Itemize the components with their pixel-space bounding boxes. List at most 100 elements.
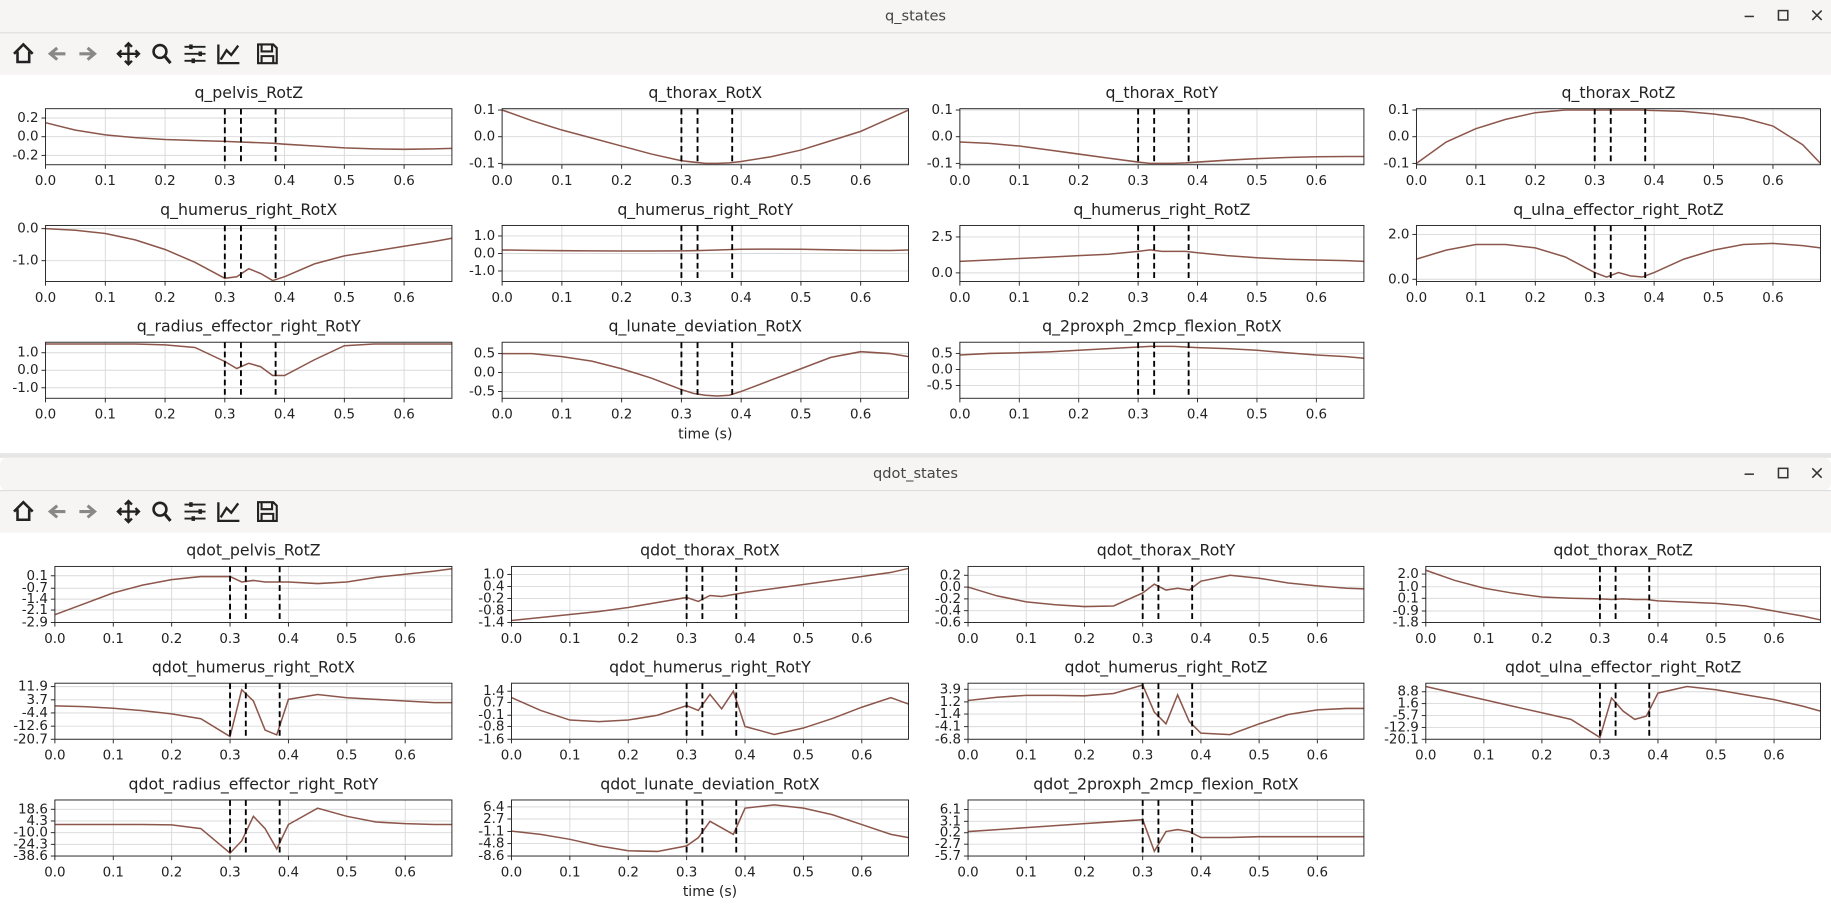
x-tick-label: 0.0 <box>501 865 522 880</box>
y-tick-label: -0.6 <box>935 615 961 630</box>
x-tick-label: 0.2 <box>1531 632 1552 647</box>
x-tick-label: 0.0 <box>1415 749 1436 764</box>
plot-area <box>1425 566 1821 623</box>
x-tick-label: 0.0 <box>44 749 65 764</box>
y-tick-label: 11.9 <box>18 680 48 695</box>
x-tick-label: 0.5 <box>790 174 811 189</box>
y-tick-label: 0.0 <box>17 130 38 145</box>
y-tick-label: -0.7 <box>22 581 48 596</box>
plot-area <box>511 683 909 740</box>
axes-frame <box>54 799 453 857</box>
subplot: q_2proxph_2mcp_flexion_RotX 0.0 0.1 0.2 0.3 0… <box>927 317 1365 423</box>
x-tick-label: 0.6 <box>395 632 416 647</box>
x-tick-label: 0.6 <box>1763 632 1784 647</box>
y-tick-label: -0.1 <box>1383 156 1409 171</box>
axes-frame <box>1425 682 1821 740</box>
x-tick-label: 0.0 <box>957 865 978 880</box>
y-tick-label: 0.2 <box>17 111 38 126</box>
x-tick-label: 0.4 <box>274 174 295 189</box>
y-tick-label: -0.8 <box>478 603 504 618</box>
x-tick-label: 0.0 <box>501 632 522 647</box>
x-tick-label: 0.6 <box>1306 291 1327 306</box>
y-tick-label: -1.8 <box>1393 615 1419 630</box>
data-line <box>1425 685 1821 739</box>
x-tick-label: 0.0 <box>491 291 512 306</box>
y-tick-label: 0.2 <box>940 826 961 841</box>
subplot: q_lunate_deviation_RotX 0.0 0.1 0.2 0.3 0.4 0.… <box>469 317 909 423</box>
subplot: q_thorax_RotY 0.0 0.1 0.2 0.3 0.4 0.5 0.6 0.1 0.0… <box>927 83 1365 189</box>
axes-frame <box>959 108 1365 166</box>
axes-frame <box>54 565 453 623</box>
x-tick-label: 0.2 <box>611 174 632 189</box>
window-title: q_states <box>885 7 946 24</box>
x-tick-label: 0.4 <box>734 749 755 764</box>
y-tick-label: 0.1 <box>27 569 48 584</box>
data-line <box>967 684 1364 736</box>
x-tick-label: 0.3 <box>1132 632 1153 647</box>
y-tick-label: -5.7 <box>1393 709 1419 724</box>
subplot: qdot_radius_effector_right_RotY 0.0 0.1 0.2… <box>13 774 453 880</box>
axes-frame <box>510 682 909 740</box>
plot-area <box>968 566 1364 623</box>
x-tick-label: 0.1 <box>559 749 580 764</box>
y-tick-label: 3.7 <box>27 693 48 708</box>
x-tick-label: 0.3 <box>676 632 697 647</box>
x-tick-label: 0.1 <box>559 632 580 647</box>
y-tick-label: -1.0 <box>12 381 38 396</box>
x-tick-label: 0.5 <box>336 749 357 764</box>
subplot-title: qdot_lunate_deviation_RotX <box>600 774 820 794</box>
x-tick-label: 0.5 <box>1248 865 1269 880</box>
data-line <box>45 121 452 151</box>
subplot-title: qdot_thorax_RotY <box>1097 541 1236 561</box>
subplot: qdot_humerus_right_RotX 0.0 0.1 0.2 0.3 0.4 0.… <box>13 658 453 764</box>
x-tick-label: 0.6 <box>850 174 871 189</box>
x-tick-label: 0.1 <box>95 291 116 306</box>
y-tick-label: -5.7 <box>935 849 961 864</box>
axes-frame <box>959 341 1365 399</box>
subplot-title: q_thorax_RotZ <box>1562 83 1676 103</box>
y-tick-label: -1.4 <box>478 615 504 630</box>
y-tick-label: 0.1 <box>932 103 953 118</box>
x-tick-label: 0.3 <box>214 291 235 306</box>
subplot-title: q_lunate_deviation_RotX <box>609 317 803 337</box>
axes-frame <box>501 341 909 399</box>
x-tick-label: 0.1 <box>559 865 580 880</box>
subplot: q_pelvis_RotZ 0.0 0.1 0.2 0.3 0.4 0.5 0.6 0.2 0.0… <box>12 83 453 189</box>
data-line <box>502 350 909 397</box>
subplot: qdot_thorax_RotY 0.0 0.1 0.2 0.3 0.4 0.5 0.6 0.2… <box>935 541 1365 647</box>
subplot-title: q_humerus_right_RotZ <box>1073 200 1250 220</box>
x-tick-label: 0.5 <box>793 749 814 764</box>
title-bar <box>0 457 1831 491</box>
axes-frame <box>1415 108 1821 166</box>
x-tick-label: 0.6 <box>1307 865 1328 880</box>
y-tick-label: 0.0 <box>932 266 953 281</box>
x-tick-label: 0.4 <box>278 865 299 880</box>
x-tick-label: 0.4 <box>1190 632 1211 647</box>
x-tick-label: 0.2 <box>1068 408 1089 423</box>
x-tick-label: 0.3 <box>1589 632 1610 647</box>
x-tick-label: 0.6 <box>851 865 872 880</box>
x-tick-label: 0.1 <box>1465 291 1486 306</box>
x-tick-label: 0.0 <box>949 291 970 306</box>
data-line <box>1416 242 1821 278</box>
y-tick-label: 0.1 <box>474 103 495 118</box>
y-tick-label: 0.0 <box>1388 272 1409 287</box>
axes-frame <box>967 682 1365 740</box>
x-tick-label: 0.4 <box>731 174 752 189</box>
y-tick-label: -0.2 <box>935 592 961 607</box>
x-tick-label: 0.5 <box>793 632 814 647</box>
y-tick-label: -0.5 <box>469 384 495 399</box>
subplot-title: q_humerus_right_RotY <box>617 200 793 220</box>
y-tick-label: 1.0 <box>17 346 38 361</box>
axes-frame <box>501 108 909 166</box>
x-tick-label: 0.1 <box>1009 408 1030 423</box>
y-tick-label: 0.0 <box>474 130 495 145</box>
x-tick-label: 0.0 <box>1415 632 1436 647</box>
plot-area <box>511 799 909 857</box>
y-tick-label: -0.2 <box>478 591 504 606</box>
x-tick-label: 0.4 <box>278 749 299 764</box>
subplot: qdot_lunate_deviation_RotX 0.0 0.1 0.2 0.3 0.… <box>478 774 909 880</box>
x-tick-label: 0.4 <box>1187 408 1208 423</box>
y-tick-label: -1.6 <box>478 732 504 747</box>
plot-area <box>54 683 452 740</box>
